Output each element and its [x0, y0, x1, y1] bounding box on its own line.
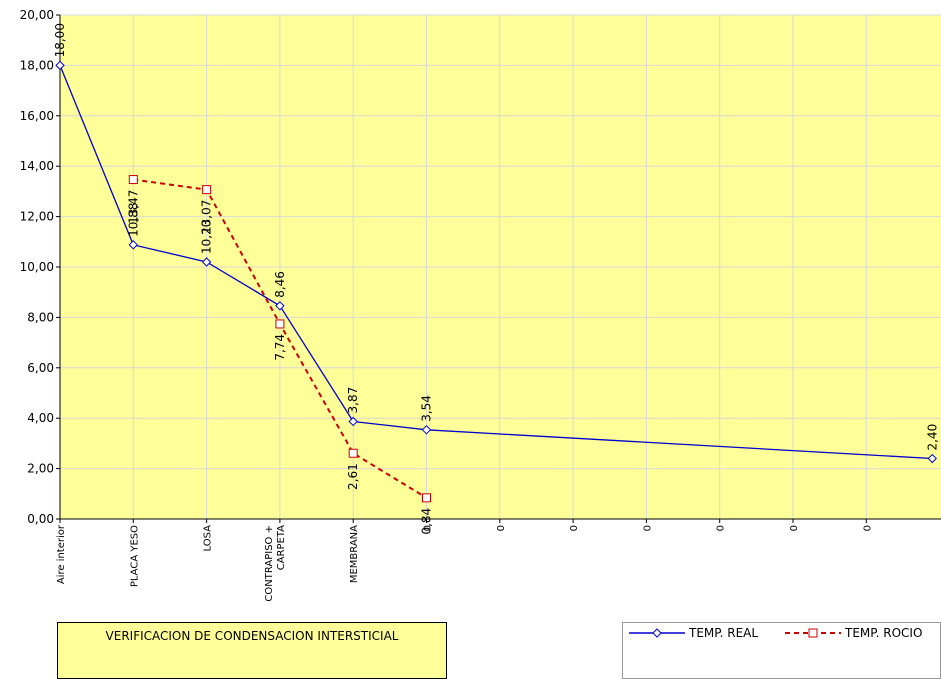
data-point-rocio	[422, 493, 431, 503]
y-tick-label: 2,00	[27, 462, 54, 476]
y-tick-label: 10,00	[20, 260, 54, 274]
y-tick-label: 4,00	[27, 411, 54, 425]
y-tick-label: 14,00	[20, 159, 54, 173]
data-label-text: 10,20	[200, 220, 214, 254]
y-tick-label: 16,00	[20, 109, 54, 123]
x-tick-label-text: 0	[496, 525, 507, 531]
data-point-real	[128, 240, 139, 250]
x-tick-label-text: 0	[862, 525, 873, 531]
data-label-text: 13,07	[200, 200, 214, 234]
y-tick-labels: 0,00 2,00 4,00 6,00 8,00 10,00 12,00 14,00 16,00…	[20, 8, 54, 526]
x-tick-label: LOSA	[203, 525, 214, 552]
data-point-real	[275, 301, 285, 311]
data-label: 3,54	[420, 395, 434, 422]
x-tick-label: 0	[496, 525, 507, 531]
data-label-text: 0,84	[420, 508, 434, 535]
x-tick-label: 0	[716, 525, 727, 531]
x-tick-label-text: 0	[642, 525, 653, 531]
x-tick-labels: Aire interior PLACA YESO LOSA CONTRAPISO + C…	[56, 524, 873, 601]
x-tick-label-text: CARPETA	[276, 525, 287, 570]
legend-line-rocio-icon	[785, 628, 841, 638]
x-tick-label-text: 0	[789, 525, 800, 531]
x-tick-label-text: CONTRAPISO +	[264, 525, 275, 602]
data-point-rocio	[202, 185, 212, 195]
data-label-text: 2,61	[346, 463, 360, 490]
legend-item-rocio: TEMP. ROCIO	[785, 626, 922, 640]
x-tick-label: CONTRAPISO + CARPETA	[264, 525, 287, 602]
data-label-text: 8,46	[273, 271, 287, 298]
data-label: 10,88	[126, 202, 140, 236]
x-tick-label: 0	[862, 525, 873, 531]
legend-item-real: TEMP. REAL	[629, 626, 758, 640]
data-label: 2,61	[346, 463, 360, 490]
data-label: 3,87	[346, 387, 360, 414]
data-label-text: 3,87	[346, 387, 360, 414]
data-label-text: 13,47	[126, 190, 140, 224]
data-label-text: 3,54	[420, 395, 434, 422]
data-point-real	[421, 425, 432, 435]
legend-line-real-icon	[629, 628, 685, 638]
data-label-text: 2,40	[925, 424, 939, 451]
data-point-real	[927, 453, 937, 464]
data-point-rocio	[128, 175, 138, 185]
y-tick-label: 8,00	[27, 310, 54, 324]
x-tick-label: MEMBRANA	[349, 525, 360, 583]
legend-label-rocio: TEMP. ROCIO	[845, 626, 923, 640]
x-tick-label-text: 0	[569, 525, 580, 531]
data-label: 0,84	[420, 508, 434, 535]
data-label: 7,74	[273, 334, 287, 361]
data-point-real	[201, 257, 212, 267]
y-tick-label: 6,00	[27, 361, 54, 375]
data-label-text: 18,00	[53, 23, 67, 57]
series-group	[55, 60, 937, 503]
data-label-text: 10,88	[126, 202, 140, 236]
data-label: 10,20	[200, 220, 214, 254]
y-tick-label: 12,00	[20, 210, 54, 224]
x-tick-label: 0	[789, 525, 800, 531]
legend-label-real: TEMP. REAL	[689, 626, 759, 640]
y-tick-label: 18,00	[20, 58, 54, 72]
data-point-real	[55, 60, 65, 71]
data-label: 2,40	[925, 424, 939, 451]
y-tick-label: 0,00	[27, 512, 54, 526]
x-tick-label: 0	[569, 525, 580, 531]
legend: TEMP. REAL TEMP. ROCIO	[622, 622, 941, 679]
x-tick-label-text: PLACA YESO	[129, 525, 140, 587]
data-label: 18,00	[53, 23, 67, 57]
data-point-rocio	[348, 448, 358, 458]
data-label: 13,47	[126, 190, 140, 224]
x-tick-label-text: MEMBRANA	[349, 525, 360, 583]
x-tick-label: 0	[423, 525, 434, 531]
data-point-real	[348, 416, 358, 427]
data-label: 13,07	[200, 200, 214, 234]
x-tick-label-text: 0	[423, 525, 434, 531]
axes	[56, 14, 941, 523]
data-point-rocio	[275, 319, 285, 329]
data-label-text: 7,74	[273, 334, 287, 361]
x-tick-label: Aire interior	[56, 524, 67, 584]
grid	[60, 14, 941, 520]
x-tick-label: 0	[642, 525, 653, 531]
y-tick-label: 20,00	[20, 8, 54, 22]
x-tick-label-text: Aire interior	[56, 524, 67, 584]
data-labels: 18,00 10,88 10,20 8,46 3,87 3,54 2,40 13,47 13,0…	[53, 23, 939, 535]
x-tick-label: PLACA YESO	[129, 525, 140, 587]
data-label: 8,46	[273, 271, 287, 298]
x-tick-label-text: LOSA	[203, 525, 214, 552]
x-tick-label-text: 0	[716, 525, 727, 531]
chart-title: VERIFICACION DE CONDENSACION INTERSTICIA…	[57, 622, 447, 679]
